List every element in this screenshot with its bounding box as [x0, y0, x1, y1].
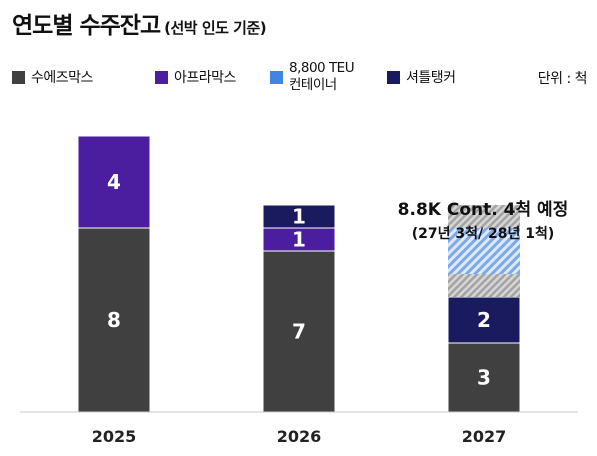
- chart-title-sub: (선박 인도 기준): [164, 19, 267, 37]
- unit-label: 단위 : 척: [537, 71, 588, 87]
- legend-swatch-shuttle-tanker: [387, 70, 400, 84]
- bar-suezmax-2025: [77, 227, 151, 413]
- legend-label-aframax: 아프라막스: [174, 70, 236, 86]
- legend-label-suezmax: 수에즈막스: [31, 70, 93, 86]
- bars-layer: 8 4 7 11 3 2: [77, 135, 521, 413]
- legend-item-aframax: 아프라막스: [155, 67, 236, 87]
- x-axis-labels: 2025 2026 2027: [92, 427, 507, 446]
- chart-title: 연도별 수주잔고 (선박 인도 기준): [12, 6, 267, 40]
- chart-title-main: 연도별 수주잔고: [12, 13, 161, 39]
- annotation-line1: 8.8K Cont. 4척 예정: [398, 200, 569, 220]
- x-tick-label-2026: 2026: [277, 427, 322, 446]
- data-label-aframax-2025: 4: [107, 170, 121, 194]
- legend-item-suezmax: 수에즈막스: [12, 67, 93, 87]
- bar-suezmax-2026: [262, 250, 336, 413]
- bar-shuttle-tanker-2026: [262, 204, 336, 229]
- annotation-line2: (27년 3척/ 28년 1척): [412, 226, 555, 242]
- legend-label-container-line1: 8,800 TEU: [289, 60, 355, 76]
- data-label-shuttle-tanker-2027: 2: [477, 308, 491, 332]
- data-label-shuttle-tanker-2026: 1: [292, 205, 306, 229]
- data-label-suezmax-2026: 7: [292, 320, 306, 344]
- legend-item-shuttle-tanker: 셔틀탱커: [387, 67, 456, 87]
- bar-container-2027-inner: [448, 228, 520, 274]
- legend-swatch-aframax: [155, 70, 168, 84]
- legend-label-shuttle-tanker: 셔틀탱커: [406, 70, 456, 86]
- legend-swatch-suezmax: [12, 70, 25, 84]
- legend-item-container: 8,800 TEU 컨테이너: [270, 60, 355, 94]
- data-label-suezmax-2025: 8: [107, 308, 121, 332]
- x-tick-label-2025: 2025: [92, 427, 137, 446]
- data-label-aframax-2026: 1: [292, 228, 306, 252]
- bar-shuttle-tanker-2027: [447, 296, 521, 344]
- bar-suezmax-2027: [447, 342, 521, 413]
- annotation: 8.8K Cont. 4척 예정 (27년 3척/ 28년 1척): [398, 200, 569, 242]
- x-tick-label-2027: 2027: [462, 427, 507, 446]
- data-label-suezmax-2027: 3: [477, 366, 491, 390]
- bar-aframax-2025: [77, 135, 151, 229]
- legend-label-container-line2: 컨테이너: [289, 77, 337, 93]
- legend-swatch-container: [270, 70, 283, 84]
- legend: 수에즈막스 아프라막스 8,800 TEU 컨테이너 셔틀탱커: [12, 60, 597, 100]
